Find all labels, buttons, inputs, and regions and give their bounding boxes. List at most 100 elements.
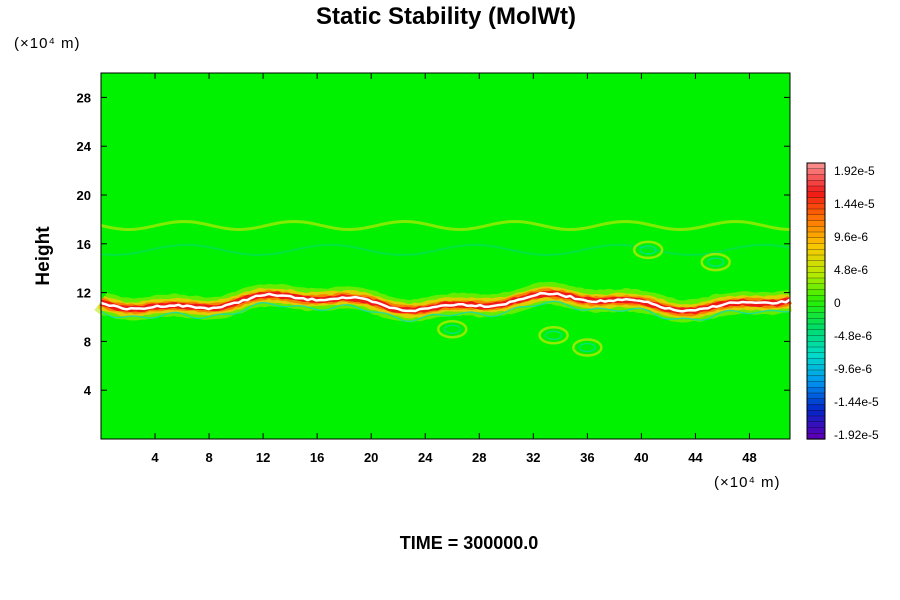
y-tick-label: 4: [84, 383, 92, 398]
y-tick-label: 24: [77, 139, 92, 154]
colorbar-frame: [806, 162, 826, 440]
eddy-core: [639, 245, 657, 255]
x-tick-label: 20: [364, 450, 378, 465]
colorbar-segment: [806, 352, 826, 360]
colorbar-segment: [806, 346, 826, 354]
colorbar-segment: [806, 381, 826, 388]
colorbar-segment: [806, 226, 826, 233]
colorbar-segment: [806, 254, 826, 262]
colorbar-segment: [806, 283, 826, 291]
colorbar-segment: [806, 415, 826, 423]
colorbar-label: -1.92e-5: [834, 428, 879, 442]
y-axis-unit: (×10⁴ m): [14, 35, 81, 52]
time-label: TIME = 300000.0: [400, 533, 539, 553]
plot-area: [94, 72, 797, 440]
colorbar-segment: [806, 295, 826, 302]
y-tick-label: 8: [84, 334, 91, 349]
colorbar-segment: [806, 398, 826, 406]
colorbar-segment: [806, 312, 826, 319]
colorbar-segment: [806, 208, 826, 216]
colorbar-segment: [806, 318, 826, 325]
y-tick-label: 20: [77, 188, 91, 203]
colorbar-label: -1.44e-5: [834, 395, 879, 409]
eddy-core: [544, 330, 563, 341]
eddy-feature: [572, 338, 603, 357]
colorbar-segment: [806, 427, 826, 434]
colorbar-segment: [806, 185, 826, 193]
colorbar-label: 1.92e-5: [834, 164, 875, 178]
colorbar-segment: [806, 162, 826, 170]
colorbar-segment: [806, 410, 826, 417]
x-tick-label: 28: [472, 450, 486, 465]
x-tick-label: 44: [688, 450, 703, 465]
stability-band-layer: [100, 292, 791, 313]
chart-title: Static Stability (MolWt): [316, 3, 576, 30]
colorbar-segment: [806, 387, 826, 394]
colorbar-segment: [806, 237, 826, 245]
colorbar-segment: [806, 329, 826, 337]
colorbar-segment: [806, 277, 826, 285]
x-tick-label: 4: [151, 450, 159, 465]
colorbar-segment: [806, 243, 826, 250]
eddy-feature: [437, 319, 468, 339]
colorbar-label: 9.6e-6: [834, 230, 868, 244]
x-tick-label: 24: [418, 450, 433, 465]
colorbar-segment: [806, 197, 826, 204]
x-tick-label: 40: [634, 450, 648, 465]
colorbar-segment: [806, 231, 826, 239]
eddy-feature: [632, 240, 664, 260]
colorbar: 1.92e-5 1.44e-5 9.6e-6 4.8e-6 0 -4.8e-6 -9.6e-…: [806, 162, 879, 442]
y-tick-label: 12: [77, 286, 91, 301]
heatmap-field: [94, 219, 797, 357]
eddy-feature: [700, 252, 731, 272]
colorbar-label: -9.6e-6: [834, 362, 872, 376]
colorbar-segment: [806, 364, 826, 371]
colorbar-segment: [806, 306, 826, 314]
colorbar-segment: [806, 375, 826, 383]
y-axis-label: Height: [33, 226, 54, 286]
y-tick-label: 16: [77, 237, 91, 252]
colorbar-segment: [806, 369, 826, 377]
x-axis-unit: (×10⁴ m): [714, 474, 781, 491]
colorbar-label: 0: [834, 296, 841, 310]
y-axis-ticks: 4 8 12 16 20 24 28: [77, 90, 790, 398]
x-tick-label: 32: [526, 450, 540, 465]
eddy-core: [706, 257, 725, 267]
colorbar-segment: [806, 404, 826, 411]
colorbar-label: -4.8e-6: [834, 329, 872, 343]
colorbar-segment: [806, 300, 826, 308]
colorbar-segment: [806, 249, 826, 256]
colorbar-segment: [806, 260, 826, 268]
eddy-feature: [538, 326, 569, 345]
colorbar-segment: [806, 214, 826, 222]
x-tick-label: 48: [742, 450, 756, 465]
colorbar-segment: [806, 203, 826, 210]
colorbar-segment: [806, 335, 826, 342]
upper-wave-layer-shadow: [100, 243, 791, 256]
plot-frame: [100, 72, 791, 440]
colorbar-segment: [806, 341, 826, 348]
colorbar-segment: [806, 358, 826, 365]
colorbar-segment: [806, 392, 826, 400]
upper-wave-layer: [100, 219, 791, 232]
x-tick-label: 16: [310, 450, 324, 465]
colorbar-segment: [806, 289, 826, 296]
colorbar-label: 4.8e-6: [834, 263, 868, 277]
x-tick-label: 36: [580, 450, 594, 465]
colorbar-segment: [806, 174, 826, 181]
colorbar-segment: [806, 220, 826, 227]
x-axis-ticks: 4 8 12 16 20 24 28 32 36 40 44 48: [151, 73, 757, 465]
negative-stability-edge: [100, 300, 791, 323]
eddy-core: [443, 324, 462, 334]
colorbar-label: 1.44e-5: [834, 197, 875, 211]
colorbar-segment: [806, 191, 826, 199]
y-tick-label: 28: [77, 90, 91, 105]
x-tick-label: 12: [256, 450, 270, 465]
colorbar-segment: [806, 272, 826, 279]
x-tick-label: 8: [205, 450, 212, 465]
plot-background: [101, 73, 790, 439]
colorbar-segment: [806, 180, 826, 187]
colorbar-segment: [806, 266, 826, 273]
colorbar-segment: [806, 323, 826, 331]
